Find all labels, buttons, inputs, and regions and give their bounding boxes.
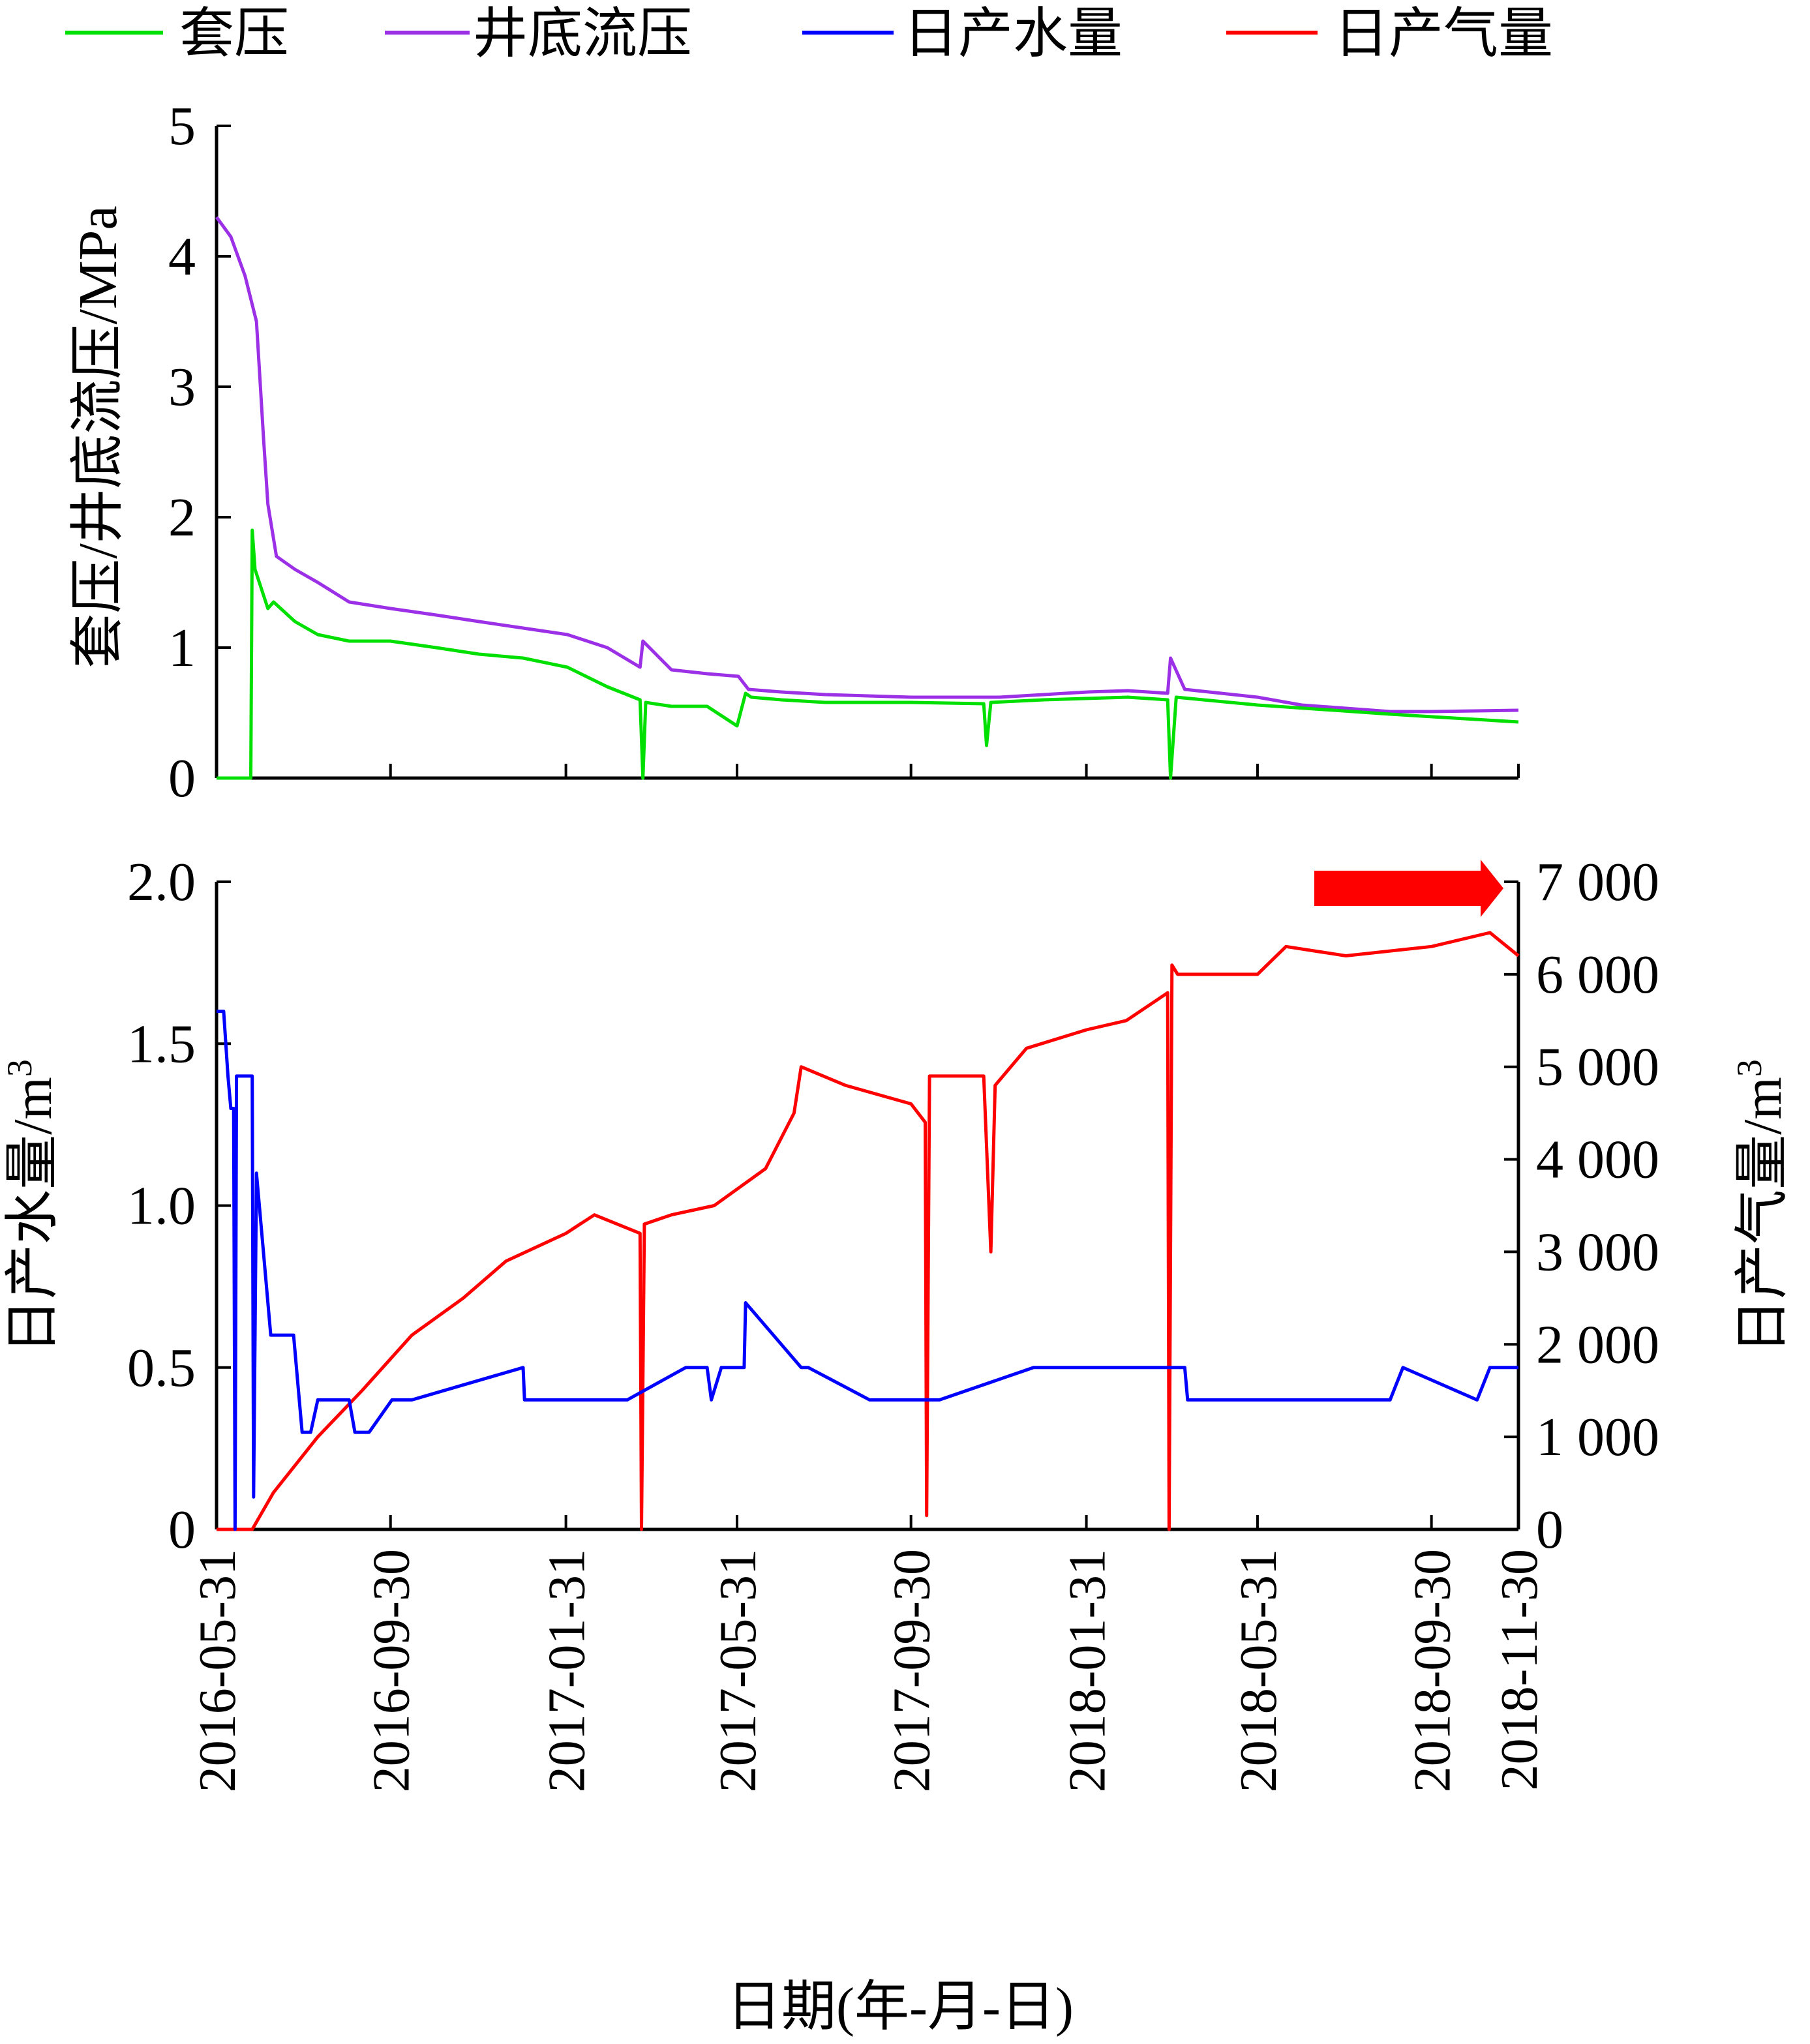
top-y-tick-label-2: 2 (168, 487, 196, 548)
bottom-right-y-tick-label-7: 7 000 (1536, 852, 1659, 912)
x-tick-label-4: 2017-09-30 (884, 1549, 941, 1792)
series-line-daily-gas (217, 931, 1520, 1531)
bottom-left-y-tick-label-1: 0.5 (127, 1338, 196, 1398)
x-tick-labels: 2016-05-31 2016-09-30 2017-01-31 2017-05-31… (189, 1549, 1548, 1792)
bottom-left-y-ticks: 0 0.5 1.0 1.5 2.0 (127, 852, 231, 1560)
bottom-right-y-tick-label-5: 5 000 (1536, 1037, 1659, 1098)
top-y-tick-label-0: 0 (168, 748, 196, 809)
bottom-right-y-tick-label-4: 4 000 (1536, 1130, 1659, 1190)
legend-label-casing-pressure: 套压 (179, 4, 289, 65)
bottom-right-y-ticks: 0 1 000 2 000 3 000 4 000 5 000 6 000 7 000 (1504, 852, 1659, 1560)
series-line-bottomhole-pressure (215, 216, 1519, 714)
x-tick-label-6: 2018-05-31 (1230, 1549, 1288, 1792)
bottom-left-y-axis-title-text: 日产水量/m (3, 1077, 63, 1354)
series-line-casing-pressure (217, 528, 1519, 780)
x-tick-label-2: 2017-01-31 (539, 1549, 596, 1792)
top-y-ticks: 0 1 2 3 4 5 (168, 96, 231, 809)
x-tick-label-1: 2016-09-30 (363, 1549, 421, 1792)
bottom-panel: 0 0.5 1.0 1.5 2.0 0 1 000 2 000 3 000 4 000 5 000… (0, 852, 1793, 1560)
x-tick-label-7: 2018-09-30 (1404, 1549, 1462, 1792)
bottom-right-y-axis-title-text: 日产气量/m (1732, 1077, 1793, 1354)
legend-label-daily-water: 日产水量 (903, 4, 1123, 65)
legend: 套压 井底流压 日产水量 日产气量 (65, 4, 1553, 65)
x-tick-label-3: 2017-05-31 (710, 1549, 767, 1792)
bottom-left-y-tick-label-2: 1.0 (127, 1176, 196, 1237)
bottom-right-y-tick-label-2: 2 000 (1536, 1314, 1659, 1375)
top-y-tick-label-3: 3 (168, 357, 196, 417)
bottom-right-y-tick-label-3: 3 000 (1536, 1222, 1659, 1282)
top-panel: 0 1 2 3 4 5 套压/井底流压/MPa (68, 96, 1520, 809)
bottom-right-y-tick-label-0: 0 (1536, 1499, 1563, 1560)
top-y-tick-label-1: 1 (168, 618, 196, 678)
bottom-right-y-axis-title-sup: 3 (1730, 1059, 1769, 1077)
bottom-left-y-axis-title-sup: 3 (0, 1059, 39, 1077)
top-x-ticks (215, 764, 1520, 778)
x-tick-label-8: 2018-11-30 (1491, 1549, 1548, 1790)
bottom-right-y-tick-label-6: 6 000 (1536, 944, 1659, 1005)
bottom-x-ticks (215, 1515, 1520, 1529)
top-series (215, 216, 1519, 780)
bottom-series (217, 931, 1520, 1531)
top-y-axis-title: 套压/井底流压/MPa (68, 205, 128, 668)
x-axis-title: 日期(年-月-日) (727, 1977, 1074, 2037)
legend-label-bottomhole-pressure: 井底流压 (473, 4, 692, 65)
bottom-right-y-axis-title: 日产气量/m3 (1730, 1059, 1793, 1354)
legend-label-daily-gas: 日产气量 (1334, 4, 1553, 65)
x-tick-label-0: 2016-05-31 (189, 1549, 247, 1792)
bottom-right-y-tick-label-1: 1 000 (1536, 1407, 1659, 1467)
bottom-left-y-axis-title: 日产水量/m3 (0, 1059, 63, 1354)
top-y-tick-label-5: 5 (168, 96, 196, 157)
bottom-left-y-tick-label-4: 2.0 (127, 852, 196, 912)
x-tick-label-5: 2018-01-31 (1059, 1549, 1117, 1792)
bottom-left-y-tick-label-0: 0 (168, 1499, 196, 1560)
series-line-daily-water (217, 1010, 1518, 1531)
top-y-tick-label-4: 4 (168, 226, 196, 287)
bottom-left-y-tick-label-3: 1.5 (127, 1014, 196, 1074)
right-axis-arrow (1314, 860, 1503, 917)
